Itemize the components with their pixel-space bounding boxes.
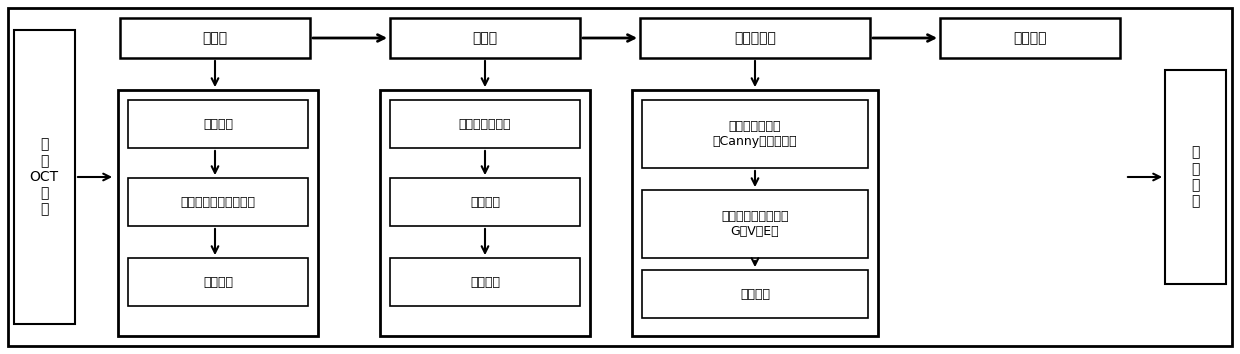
- Bar: [642, 100, 868, 168]
- Text: 反平坦化: 反平坦化: [1013, 31, 1047, 45]
- Text: 图像拉平: 图像拉平: [470, 275, 500, 289]
- Bar: [632, 90, 878, 336]
- Bar: [118, 90, 317, 336]
- Bar: [14, 30, 74, 324]
- Text: 提取平坦化基线: 提取平坦化基线: [459, 118, 511, 131]
- Bar: [391, 18, 580, 58]
- Text: 逐层分割: 逐层分割: [740, 287, 770, 301]
- Text: 提取可能边缘点
（Canny边缘检测）: 提取可能边缘点 （Canny边缘检测）: [713, 120, 797, 148]
- Text: 基线修正: 基线修正: [470, 195, 500, 209]
- Bar: [128, 178, 308, 226]
- Text: 平坦化: 平坦化: [472, 31, 497, 45]
- Text: 组织层分割: 组织层分割: [734, 31, 776, 45]
- Bar: [391, 178, 580, 226]
- Bar: [642, 270, 868, 318]
- Text: 分
割
结
果: 分 割 结 果: [1190, 146, 1199, 208]
- Bar: [1166, 70, 1226, 284]
- Text: 食
道
OCT
图
像: 食 道 OCT 图 像: [30, 138, 58, 216]
- Bar: [379, 90, 590, 336]
- Bar: [640, 18, 870, 58]
- Bar: [940, 18, 1120, 58]
- Text: 消除膜线: 消除膜线: [203, 275, 233, 289]
- Bar: [128, 258, 308, 306]
- Text: 图像降噪: 图像降噪: [203, 118, 233, 131]
- Text: 搜索探针膜上、下边缘: 搜索探针膜上、下边缘: [181, 195, 255, 209]
- Text: 建立顶点一权重的图
G（V，E）: 建立顶点一权重的图 G（V，E）: [722, 210, 789, 238]
- Bar: [391, 100, 580, 148]
- Bar: [120, 18, 310, 58]
- Bar: [642, 190, 868, 258]
- Bar: [391, 258, 580, 306]
- Text: 预处理: 预处理: [202, 31, 228, 45]
- Bar: [128, 100, 308, 148]
